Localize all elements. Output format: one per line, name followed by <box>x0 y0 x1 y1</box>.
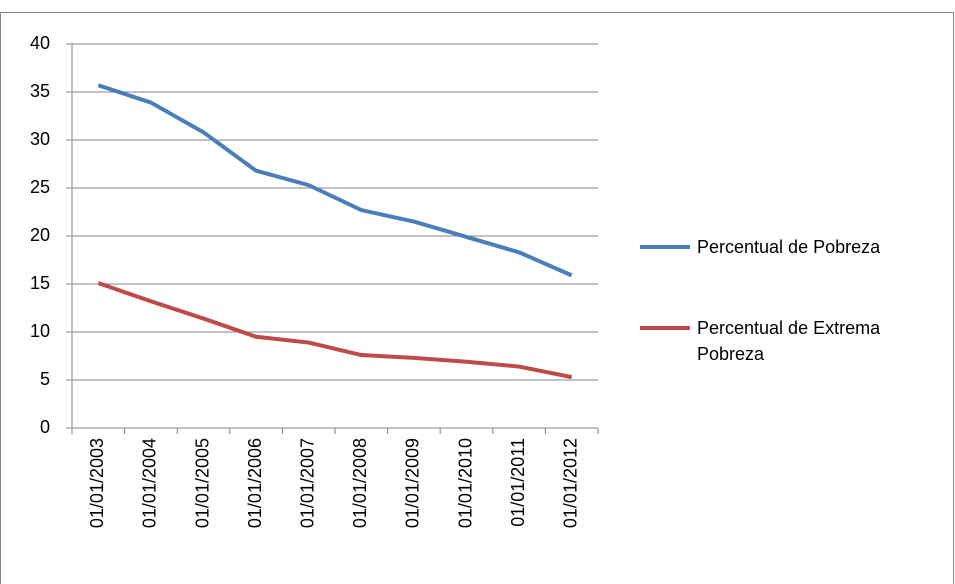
legend-label: Percentual de Pobreza <box>697 237 881 257</box>
legend-label: Percentual de Extrema Pobreza <box>697 318 881 364</box>
x-tick-label: 01/01/2012 <box>560 438 580 528</box>
y-tick-label: 20 <box>30 225 50 245</box>
x-tick-label: 01/01/2006 <box>245 438 265 528</box>
x-tick-label: 01/01/2007 <box>297 438 317 528</box>
chart-border <box>0 12 954 584</box>
y-tick-label: 30 <box>30 129 50 149</box>
y-tick-label: 25 <box>30 177 50 197</box>
y-tick-label: 5 <box>40 369 50 389</box>
y-tick-label: 40 <box>30 33 50 53</box>
x-tick-label: 01/01/2011 <box>508 438 528 527</box>
x-tick-label: 01/01/2010 <box>455 438 475 528</box>
series-line <box>97 83 573 278</box>
x-tick-label: 01/01/2009 <box>403 438 423 528</box>
y-tick-label: 35 <box>30 81 50 101</box>
y-tick-label: 0 <box>40 417 50 437</box>
series-line <box>97 281 573 380</box>
x-tick-label: 01/01/2008 <box>350 438 370 528</box>
x-tick-label: 01/01/2005 <box>192 438 212 528</box>
y-tick-label: 10 <box>30 321 50 341</box>
x-tick-label: 01/01/2004 <box>140 438 160 528</box>
y-tick-label: 15 <box>30 273 50 293</box>
x-tick-label: 01/01/2003 <box>87 438 107 528</box>
